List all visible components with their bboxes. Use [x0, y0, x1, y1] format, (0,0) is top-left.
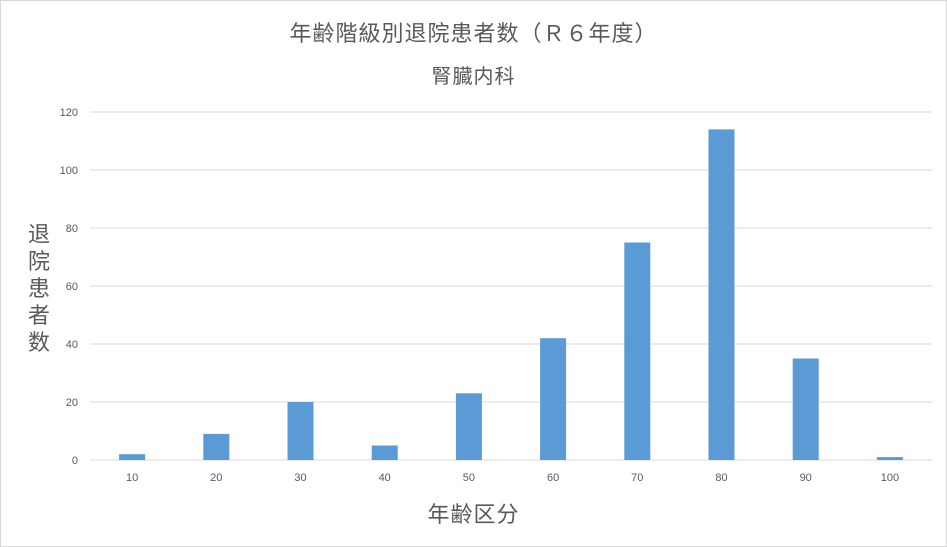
y-tick-label: 80	[66, 223, 78, 235]
bars	[119, 129, 903, 460]
y-axis-label-char: 数	[27, 331, 50, 356]
x-tick-label: 100	[881, 472, 899, 484]
bar	[371, 445, 398, 460]
chart-title: 年齢階級別退院患者数（Ｒ６年度）	[289, 22, 658, 47]
x-tick-label: 70	[631, 472, 643, 484]
x-tick-label: 90	[800, 472, 812, 484]
bar	[455, 393, 482, 460]
bar	[624, 242, 651, 460]
y-tick-label: 120	[60, 107, 78, 119]
bar	[203, 433, 230, 460]
y-tick-label: 100	[60, 165, 78, 177]
x-axis-label: 年齢区分	[427, 503, 520, 528]
bar	[708, 129, 735, 460]
y-axis-label-char: 退	[27, 223, 50, 248]
bar	[287, 402, 314, 460]
y-axis-label-char: 院	[27, 250, 50, 275]
x-tick-label: 20	[210, 472, 222, 484]
chart-subtitle: 腎臓内科	[431, 64, 516, 88]
y-tick-label: 0	[72, 455, 78, 467]
y-tick-label: 60	[66, 281, 78, 293]
x-tick-label: 40	[379, 472, 391, 484]
x-tick-label: 50	[463, 472, 475, 484]
y-axis-label-char: 者	[27, 304, 50, 329]
y-tick-label: 40	[66, 339, 78, 351]
y-axis-label-char: 患	[27, 277, 50, 302]
bar	[876, 457, 903, 460]
x-tick-label: 30	[294, 472, 306, 484]
bar	[119, 454, 146, 460]
gridlines	[90, 111, 932, 461]
y-axis-label: 退院患者数	[24, 222, 54, 357]
y-tick-labels: 0 20 40 60 80 100 120	[60, 107, 78, 467]
x-tick-label: 60	[547, 472, 559, 484]
x-tick-labels: 10 20 30 40 50 60 70 80 90 100	[126, 472, 899, 484]
x-tick-label: 80	[715, 472, 727, 484]
y-tick-label: 20	[66, 397, 78, 409]
bar	[540, 338, 567, 460]
x-tick-label: 10	[126, 472, 138, 484]
bar	[792, 358, 819, 460]
